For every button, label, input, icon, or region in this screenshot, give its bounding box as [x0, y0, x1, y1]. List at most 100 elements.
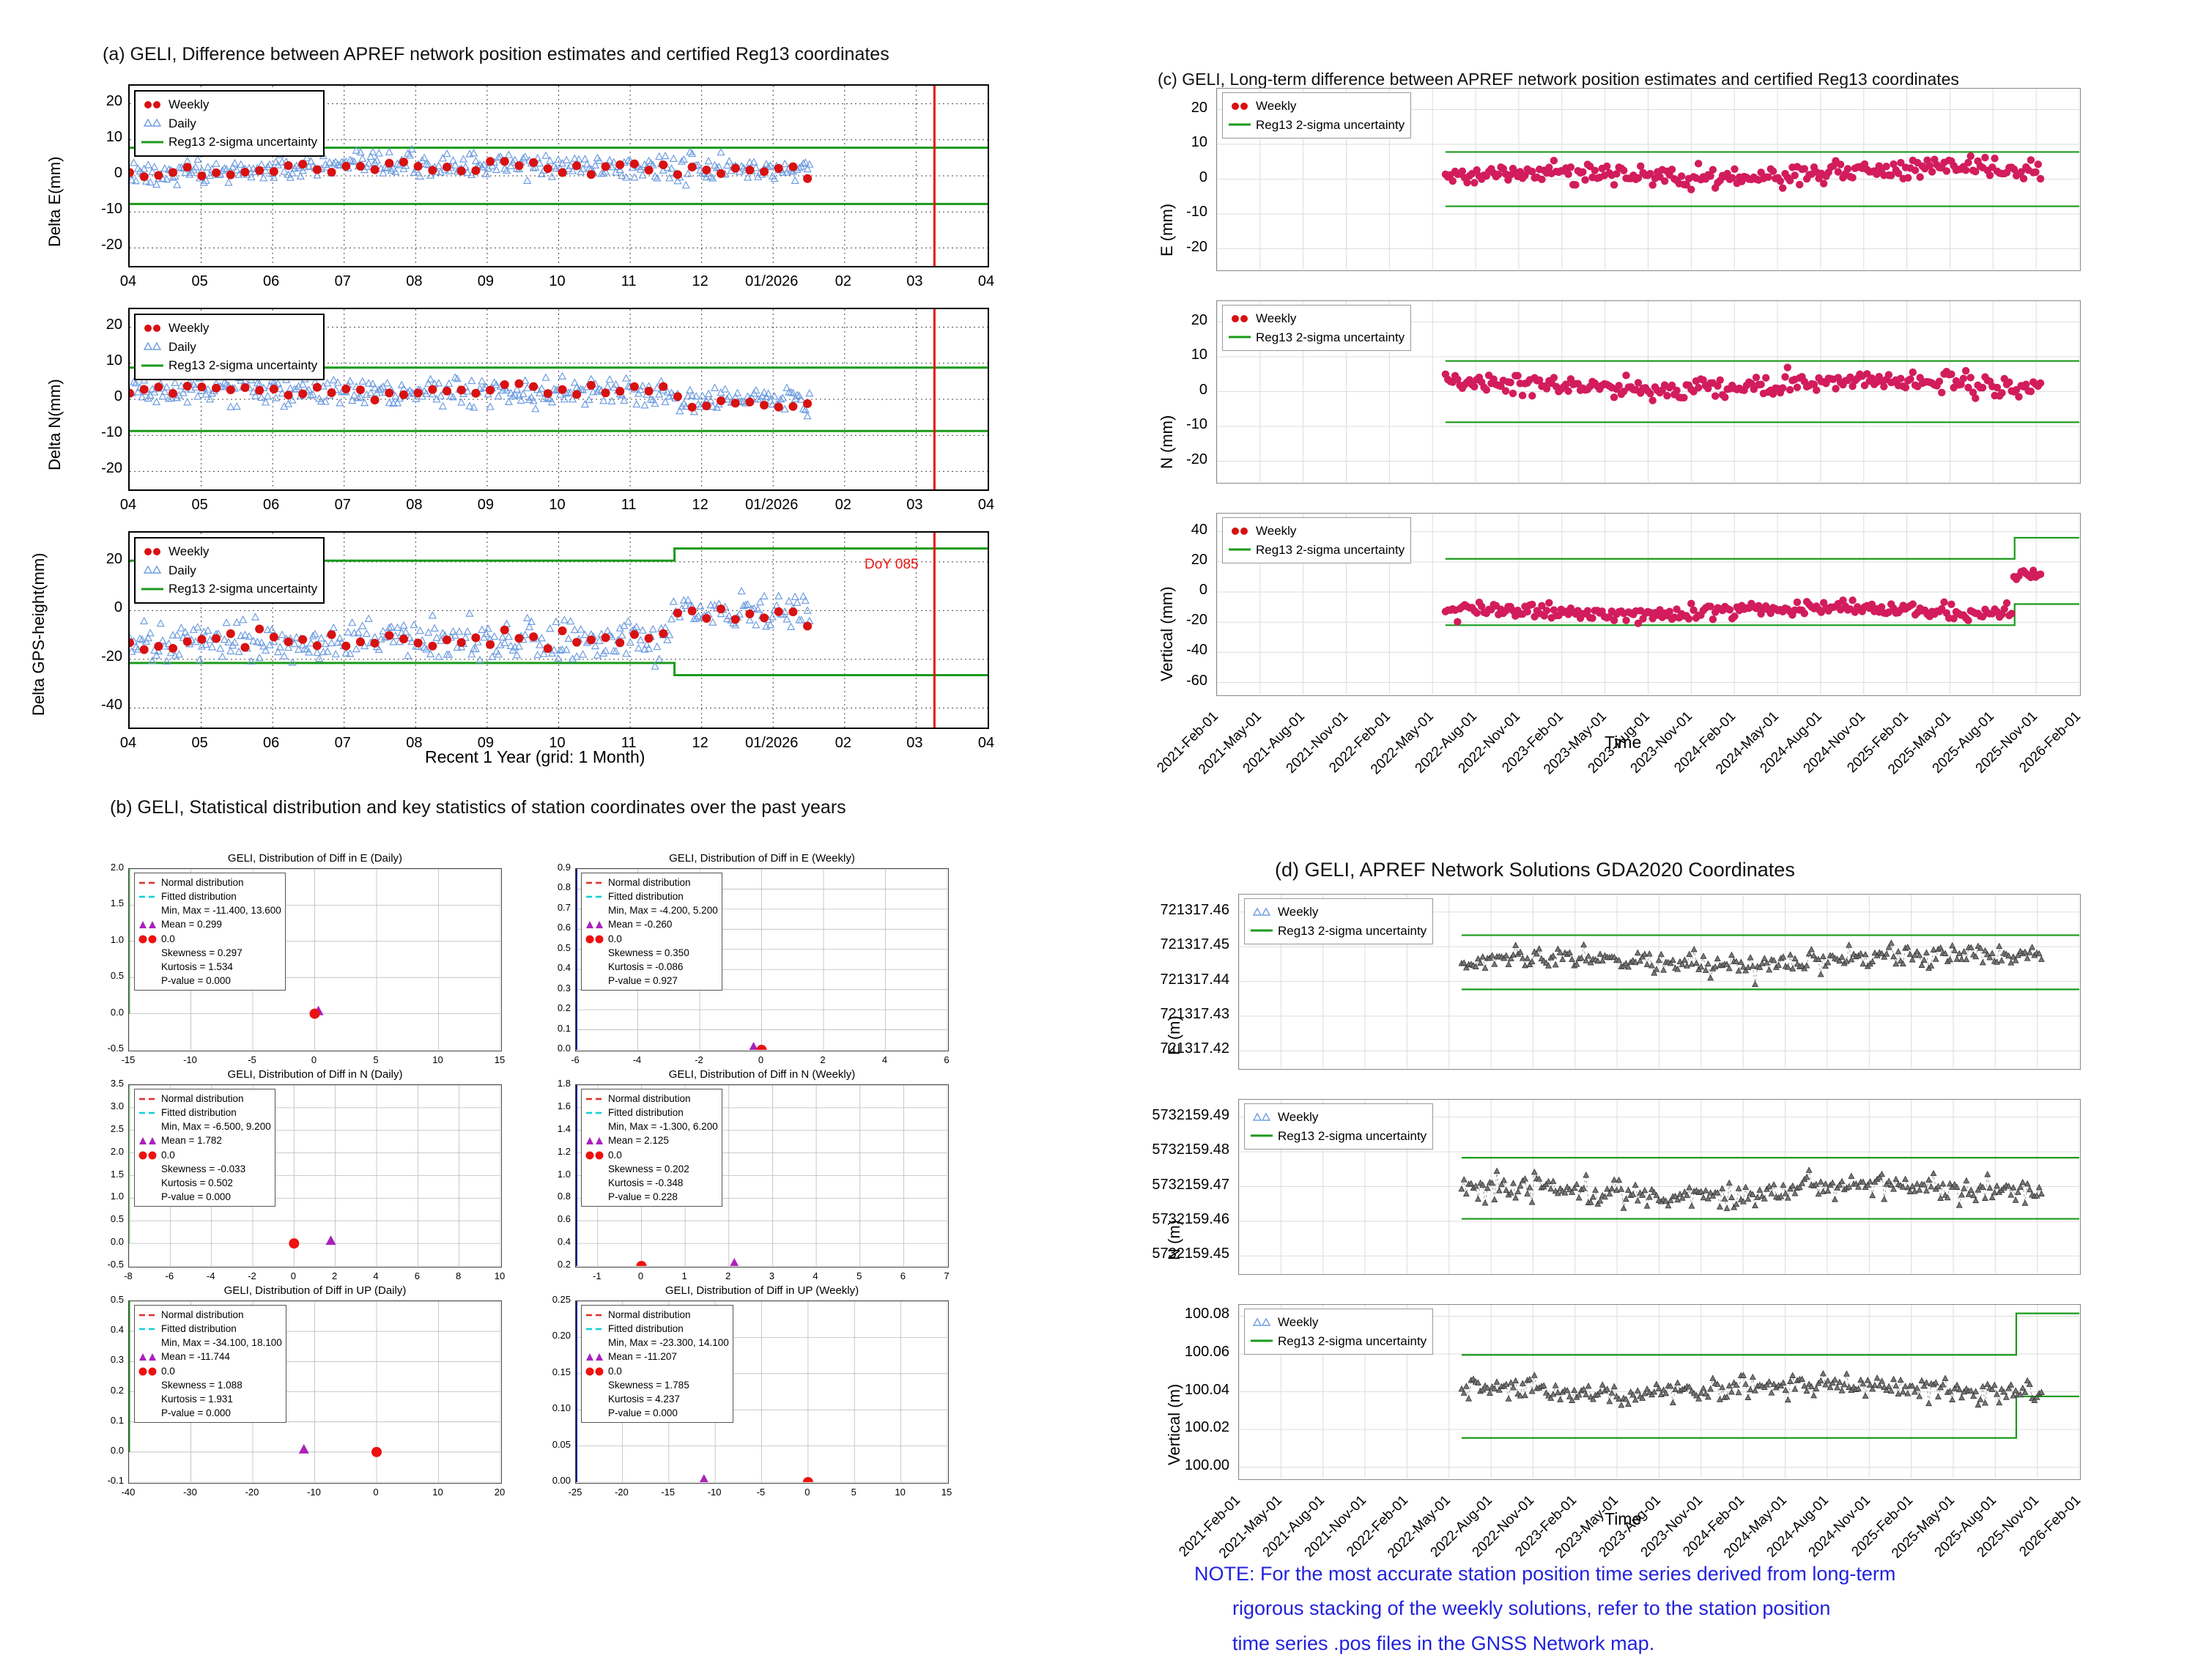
legend-label: Reg13 2-sigma uncertainty: [1256, 330, 1405, 344]
panel-d-ytick: 721317.44: [1160, 971, 1229, 988]
panel-a-ytick: 10: [106, 128, 122, 145]
panel-a-xtick: 03: [906, 497, 923, 513]
sigma-line-icon: [1251, 1132, 1273, 1139]
fitted-dist-icon: [138, 1325, 158, 1333]
panel-a-ytick: 20: [106, 92, 122, 109]
legend-row: Reg13 2-sigma uncertainty: [1251, 922, 1427, 941]
hist-xtick: -10: [307, 1487, 321, 1498]
normal-dist-icon: [585, 1311, 604, 1319]
panel-a-xtick: 08: [406, 497, 423, 513]
panel-d-ytick: 721317.45: [1160, 936, 1229, 953]
fitted-dist-icon: Fitted distribution: [138, 1322, 282, 1336]
pvalue-row: P-value = 0.000: [138, 1190, 271, 1204]
hist-xtick: 6: [900, 1270, 906, 1281]
mean-marker-icon: [585, 920, 604, 930]
panel-a-xtick: 06: [263, 735, 280, 751]
mean-marker-icon: Mean = 1.782: [138, 1133, 271, 1147]
hist-xtick: 4: [881, 1054, 888, 1065]
stat-text: Min, Max = -1.300, 6.200: [608, 1121, 718, 1133]
kurtosis-row: Kurtosis = -0.348: [585, 1176, 718, 1190]
legend-row: Reg13 2-sigma uncertainty: [141, 356, 317, 375]
legend-label: Weekly: [1256, 524, 1297, 538]
hist-ytick: 0.2: [557, 1259, 571, 1270]
stat-text: Fitted distribution: [161, 891, 237, 903]
stat-text: P-value = 0.000: [161, 1407, 231, 1419]
stat-text: Fitted distribution: [608, 1107, 684, 1119]
panel-d-ytick: 5732159.45: [1152, 1246, 1229, 1262]
panel-c-ytick: 20: [1191, 551, 1207, 568]
legend-row: Reg13 2-sigma uncertainty: [1229, 328, 1405, 347]
legend-row: Reg13 2-sigma uncertainty: [141, 580, 317, 599]
panel-d-ytick: 100.00: [1184, 1457, 1229, 1473]
hist-xtick: -20: [614, 1487, 629, 1498]
panel-a-ytick: -20: [101, 648, 122, 665]
normal-dist-icon: Normal distribution: [138, 1092, 271, 1106]
legend-label: Daily: [169, 339, 196, 354]
note-line-3: time series .pos files in the GNSS Netwo…: [1232, 1632, 1655, 1654]
hist-title: GELI, Distribution of Diff in E (Daily): [227, 852, 403, 865]
panel-d-ylabel-1: N (m): [1165, 1220, 1183, 1260]
skewness-row: Skewness = 0.297: [138, 946, 281, 960]
stat-text: Skewness = 1.088: [161, 1379, 243, 1391]
hist-ytick: 0.15: [552, 1366, 571, 1377]
hist-title: GELI, Distribution of Diff in UP (Daily): [223, 1284, 407, 1297]
stat-text: Skewness = 1.785: [608, 1379, 689, 1391]
panel-a-xtick: 10: [549, 735, 566, 751]
panel-a-xtick: 09: [477, 735, 495, 751]
weekly-circle-icon: [141, 100, 163, 110]
hist-ytick: 0.5: [110, 970, 124, 982]
hist-xtick: -5: [756, 1487, 766, 1498]
hist-xtick: 10: [432, 1054, 443, 1065]
hist-2-stats: Normal distribution Fitted distribution Mi…: [134, 1089, 275, 1207]
normal-dist-icon: Normal distribution: [138, 1308, 282, 1322]
mean-marker-icon: Mean = -11.744: [138, 1350, 282, 1363]
zero-marker-icon: [138, 1366, 158, 1376]
panel-a-xtick: 09: [477, 497, 495, 513]
stat-text: 0.0: [608, 933, 622, 944]
legend-label: Reg13 2-sigma uncertainty: [1256, 542, 1405, 557]
legend-label: Reg13 2-sigma uncertainty: [169, 358, 318, 372]
daily-triangle-icon: [141, 118, 163, 128]
panel-a-xtick: 04: [977, 735, 995, 751]
hist-xtick: 4: [373, 1270, 379, 1281]
panel-a-xtick: 02: [835, 735, 851, 751]
normal-dist-icon: Normal distribution: [585, 1092, 718, 1106]
fitted-dist-icon: Fitted distribution: [585, 889, 718, 903]
weekly-circle-icon: [1229, 314, 1251, 324]
panel-a-ytick: -20: [101, 460, 122, 477]
kurtosis-row: Kurtosis = 1.931: [138, 1392, 282, 1406]
panel-d-gda2020: (d) GELI, APREF Network Solutions GDA202…: [1062, 835, 2198, 1568]
legend-row: Weekly: [1229, 97, 1405, 116]
stat-text: Mean = 0.299: [161, 919, 222, 930]
panel-a-legend-2: Weekly Daily Reg13 2-sigma uncertainty: [134, 537, 325, 604]
mean-marker-icon: [585, 1136, 604, 1146]
legend-label: Weekly: [1278, 905, 1319, 919]
hist-xtick: -4: [632, 1054, 642, 1065]
zero-marker-icon: [138, 934, 158, 944]
hist-title: GELI, Distribution of Diff in N (Daily): [227, 1068, 403, 1081]
mean-marker-icon: [138, 1352, 158, 1362]
hist-xtick: 6: [414, 1270, 420, 1281]
sigma-line-icon: [141, 138, 163, 146]
panel-a-xtick: 08: [406, 735, 423, 751]
hist-ytick: 0.05: [552, 1438, 571, 1450]
panel-a-ytick: 20: [106, 316, 122, 333]
zero-marker-icon: [585, 1150, 604, 1160]
normal-dist-icon: Normal distribution: [138, 876, 281, 889]
hist-ytick: 0.0: [557, 1043, 571, 1054]
normal-dist-icon: Normal distribution: [585, 876, 718, 889]
panel-a-xtick: 03: [906, 273, 923, 289]
hist-4-stats: Normal distribution Fitted distribution Mi…: [134, 1305, 286, 1424]
stat-text: Mean = -0.260: [608, 919, 673, 930]
stat-text: P-value = 0.000: [161, 975, 231, 987]
hist-title: GELI, Distribution of Diff in N (Weekly): [668, 1068, 856, 1081]
legend-label: Reg13 2-sigma uncertainty: [1278, 1128, 1427, 1143]
panel-a-xtick: 08: [406, 273, 423, 289]
fitted-dist-icon: Fitted distribution: [138, 1106, 271, 1120]
stat-text: Normal distribution: [608, 1309, 691, 1320]
minmax-row: Min, Max = -6.500, 9.200: [138, 1120, 271, 1133]
zero-marker-icon: [585, 1366, 604, 1376]
legend-row: Daily: [141, 338, 317, 357]
weekly-circle-icon: [1229, 101, 1251, 111]
hist-ytick: 0.7: [557, 901, 571, 913]
